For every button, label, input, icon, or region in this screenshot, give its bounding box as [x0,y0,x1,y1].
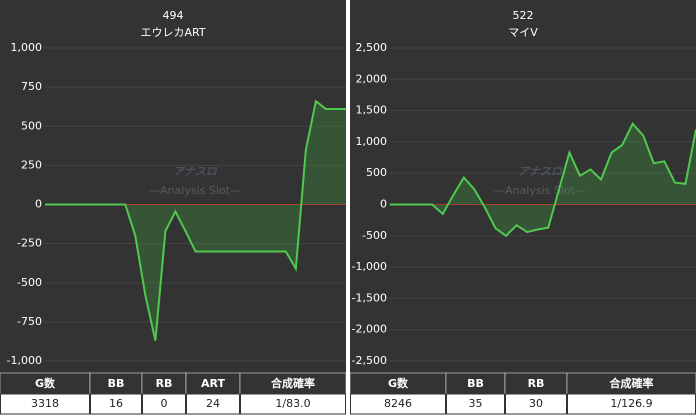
y-tick-label: 1,500 [356,104,388,117]
data-cell [142,393,186,415]
y-tick-label: -750 [17,315,42,328]
data-text: 24 [206,397,220,410]
y-tick-label: -500 [17,276,42,289]
chart-subtitle: マイV [508,26,538,39]
y-tick-label: -1,000 [7,354,42,367]
y-tick-label: -1,000 [352,260,387,273]
data-cell [90,393,142,415]
data-cell [350,393,446,415]
data-cell [505,393,567,415]
area [390,123,696,236]
y-tick-label: 250 [21,158,42,171]
header-text: G数 [35,376,56,390]
header-text: BB [108,377,125,390]
y-tick-label: 2,500 [356,41,388,54]
header-text: G数 [388,376,409,390]
data-text: 30 [529,397,543,410]
y-tick-label: 500 [21,119,42,132]
header-text: RB [156,377,173,390]
line [390,121,696,238]
chart-title: 522 [513,9,534,22]
header-text: 合成確率 [610,376,654,390]
data-text: 0 [161,397,168,410]
header-text: ART [201,377,225,390]
watermark: アナスロ [173,165,218,178]
chart-subtitle: エウレカART [140,26,205,39]
y-tick-label: -2,500 [352,354,387,367]
chart-background [350,0,696,373]
y-tick-label: 1,000 [11,41,43,54]
header-text: 合成確率 [271,376,315,390]
y-tick-label: -250 [17,237,42,250]
y-tick-label: 1,000 [356,135,388,148]
chart-title: 494 [163,9,184,22]
chart-background [0,0,346,373]
y-tick-label: 2,000 [356,72,388,85]
y-tick-label: 0 [35,198,42,211]
y-tick-label: 500 [366,166,387,179]
data-text: 35 [469,397,483,410]
y-tick-label: -2,000 [352,323,387,336]
header-text: BB [467,377,484,390]
area [45,101,346,341]
data-cell [446,393,505,415]
header-text: RB [528,377,545,390]
data-text: 3318 [31,397,59,410]
data-cell [240,393,346,415]
data-text: 1/126.9 [610,397,652,410]
watermark-sub: —Analysis Slot— [149,184,241,197]
data-cell [186,393,240,415]
y-tick-label: -1,500 [352,291,387,304]
y-tick-label: -500 [362,229,387,242]
y-tick-label: 750 [21,80,42,93]
data-cell [0,393,90,415]
data-text: 8246 [384,397,412,410]
watermark-sub: —Analysis Slot— [494,184,586,197]
watermark: アナスロ [518,165,563,178]
data-text: 1/83.0 [275,397,310,410]
y-tick-label: 0 [380,198,387,211]
data-text: 16 [109,397,123,410]
line [45,99,346,341]
